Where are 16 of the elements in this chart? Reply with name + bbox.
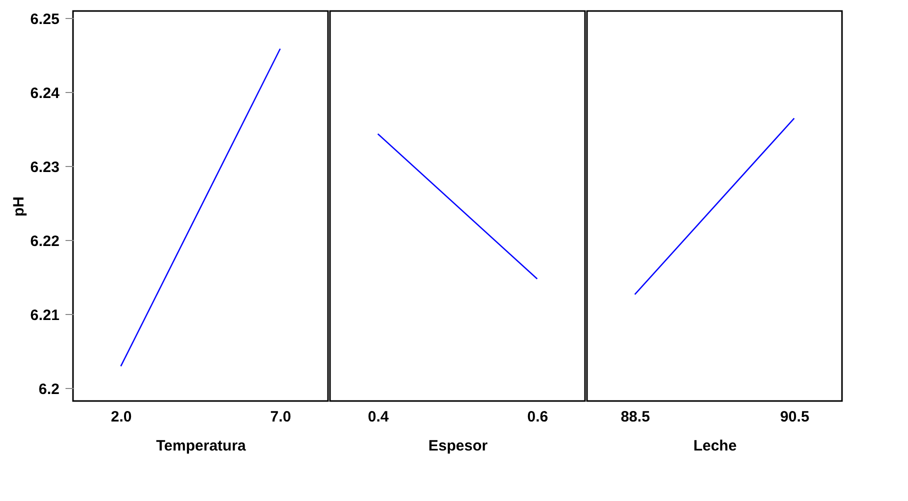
x-axis-title: Temperatura [156, 438, 247, 454]
x-tick-label: 7.0 [270, 408, 292, 426]
y-tick-label: 6.21 [30, 306, 60, 324]
y-axis-title: pH [10, 196, 28, 216]
x-tick-label: 90.5 [780, 408, 810, 426]
x-tick-label: 2.0 [110, 408, 132, 426]
x-axis-title: Espesor [428, 438, 488, 454]
y-tick-label: 6.22 [30, 232, 60, 250]
y-tick-label: 6.24 [30, 84, 60, 102]
y-tick-label: 6.23 [30, 158, 60, 176]
y-tick-label: 6.25 [30, 10, 60, 28]
x-tick-label: 88.5 [620, 408, 650, 426]
x-tick-label: 0.4 [368, 408, 390, 426]
x-tick-label: 0.6 [527, 408, 548, 426]
y-tick-label: 6.2 [38, 380, 60, 398]
x-axis-title: Leche [693, 438, 737, 454]
